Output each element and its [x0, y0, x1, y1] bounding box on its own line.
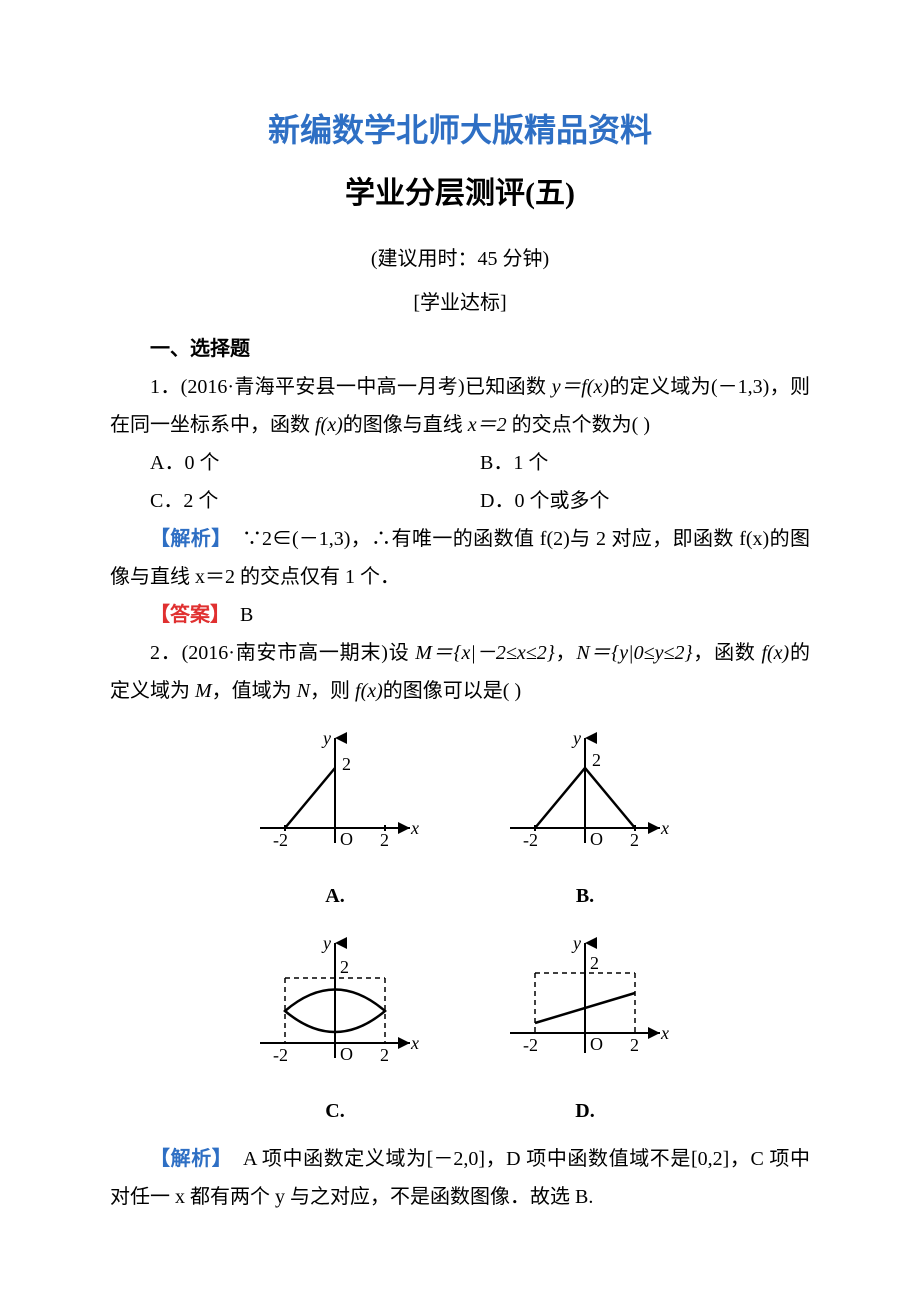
x-label: x — [410, 1033, 419, 1053]
q1-option-a: A．0 个 — [150, 444, 480, 482]
tick-neg2: -2 — [273, 1045, 288, 1065]
y-label: y — [321, 933, 331, 953]
q2-fx2: f(x) — [355, 680, 383, 702]
q1-option-b: B．1 个 — [480, 444, 810, 482]
q1-explain: 【解析】 ∵2∈(－1,3)，∴有唯一的函数值 f(2)与 2 对应，即函数 f… — [110, 520, 810, 596]
q2-N: N＝{y|0≤y≤2} — [576, 642, 692, 664]
section-tag: [学业达标] — [110, 284, 810, 322]
q1-option-c: C．2 个 — [150, 482, 480, 520]
ytick-2: 2 — [592, 750, 601, 770]
tick-neg2: -2 — [523, 830, 538, 850]
tick-neg2: -2 — [523, 1035, 538, 1055]
ytick-2: 2 — [590, 953, 599, 973]
q2-fig-d: y x O -2 2 2 D. — [495, 933, 675, 1130]
q2-text-b: ，函数 — [692, 642, 761, 664]
ytick-2: 2 — [342, 754, 351, 774]
q2-text-e: ，则 — [310, 680, 355, 702]
y-label: y — [321, 728, 331, 748]
fig-c-caption: C. — [245, 1092, 425, 1130]
chart-d-svg: y x O -2 2 2 — [495, 933, 675, 1073]
main-title: 新编数学北师大版精品资料 — [110, 100, 810, 161]
tick-neg2: -2 — [273, 830, 288, 850]
fig-d-caption: D. — [495, 1092, 675, 1130]
q1-text-d: 的交点个数为( ) — [507, 414, 650, 436]
sub-title: 学业分层测评(五) — [110, 165, 810, 222]
origin-label: O — [340, 1044, 353, 1064]
time-hint: (建议用时：45 分钟) — [110, 240, 810, 278]
q2-fig-c: y x O -2 2 2 C. — [245, 933, 425, 1130]
tick-2: 2 — [380, 830, 389, 850]
tick-2: 2 — [380, 1045, 389, 1065]
q2-figures-row1: y x O -2 2 2 A. y x O -2 2 — [110, 728, 810, 915]
q2-comma: ， — [555, 642, 577, 664]
tick-2: 2 — [630, 830, 639, 850]
q2-text-d: ，值域为 — [212, 680, 297, 702]
q1-option-d: D．0 个或多个 — [480, 482, 810, 520]
q1-text-c: 的图像与直线 — [343, 414, 468, 436]
q1-answer-text: B — [220, 604, 253, 626]
origin-label: O — [590, 829, 603, 849]
q2-Nv: N — [297, 680, 310, 702]
answer-label: 【答案】 — [150, 604, 220, 626]
x-label: x — [660, 1023, 669, 1043]
q2-fig-a: y x O -2 2 2 A. — [245, 728, 425, 915]
q2-text-f: 的图像可以是( ) — [383, 680, 521, 702]
explain-label: 【解析】 — [150, 528, 222, 550]
origin-label: O — [340, 829, 353, 849]
x-label: x — [660, 818, 669, 838]
tick-2: 2 — [630, 1035, 639, 1055]
origin-label: O — [590, 1034, 603, 1054]
y-label: y — [571, 728, 581, 748]
ytick-2: 2 — [340, 957, 349, 977]
part-header: 一、选择题 — [110, 330, 810, 368]
fig-a-caption: A. — [245, 877, 425, 915]
q2-text-a: 2．(2016·南安市高一期末)设 — [150, 642, 415, 664]
explain-label: 【解析】 — [150, 1148, 222, 1170]
x-label: x — [410, 818, 419, 838]
y-label: y — [571, 933, 581, 953]
q1-answer: 【答案】 B — [110, 596, 810, 634]
q2-M: M＝{x|－2≤x≤2} — [415, 642, 554, 664]
q1-text-a: 1．(2016·青海平安县一中高一月考)已知函数 — [150, 376, 552, 398]
q1-text: 1．(2016·青海平安县一中高一月考)已知函数 y＝f(x)的定义域为(－1,… — [110, 368, 810, 444]
q1-line: x＝2 — [468, 414, 507, 436]
fig-b-caption: B. — [495, 877, 675, 915]
q2-fig-b: y x O -2 2 2 B. — [495, 728, 675, 915]
chart-a-svg: y x O -2 2 2 — [245, 728, 425, 858]
q2-Mv: M — [195, 680, 212, 702]
q2-fx: f(x) — [761, 642, 789, 664]
q1-fx-y: y＝f(x) — [552, 376, 609, 398]
q2-figures-row2: y x O -2 2 2 C. y x O — [110, 933, 810, 1130]
q1-fx: f(x) — [315, 414, 343, 436]
chart-c-svg: y x O -2 2 2 — [245, 933, 425, 1073]
q2-explain: 【解析】 A 项中函数定义域为[－2,0]，D 项中函数值域不是[0,2]，C … — [110, 1140, 810, 1216]
chart-b-svg: y x O -2 2 2 — [495, 728, 675, 858]
q2-text: 2．(2016·南安市高一期末)设 M＝{x|－2≤x≤2}，N＝{y|0≤y≤… — [110, 634, 810, 710]
q1-options: A．0 个 B．1 个 C．2 个 D．0 个或多个 — [110, 444, 810, 520]
